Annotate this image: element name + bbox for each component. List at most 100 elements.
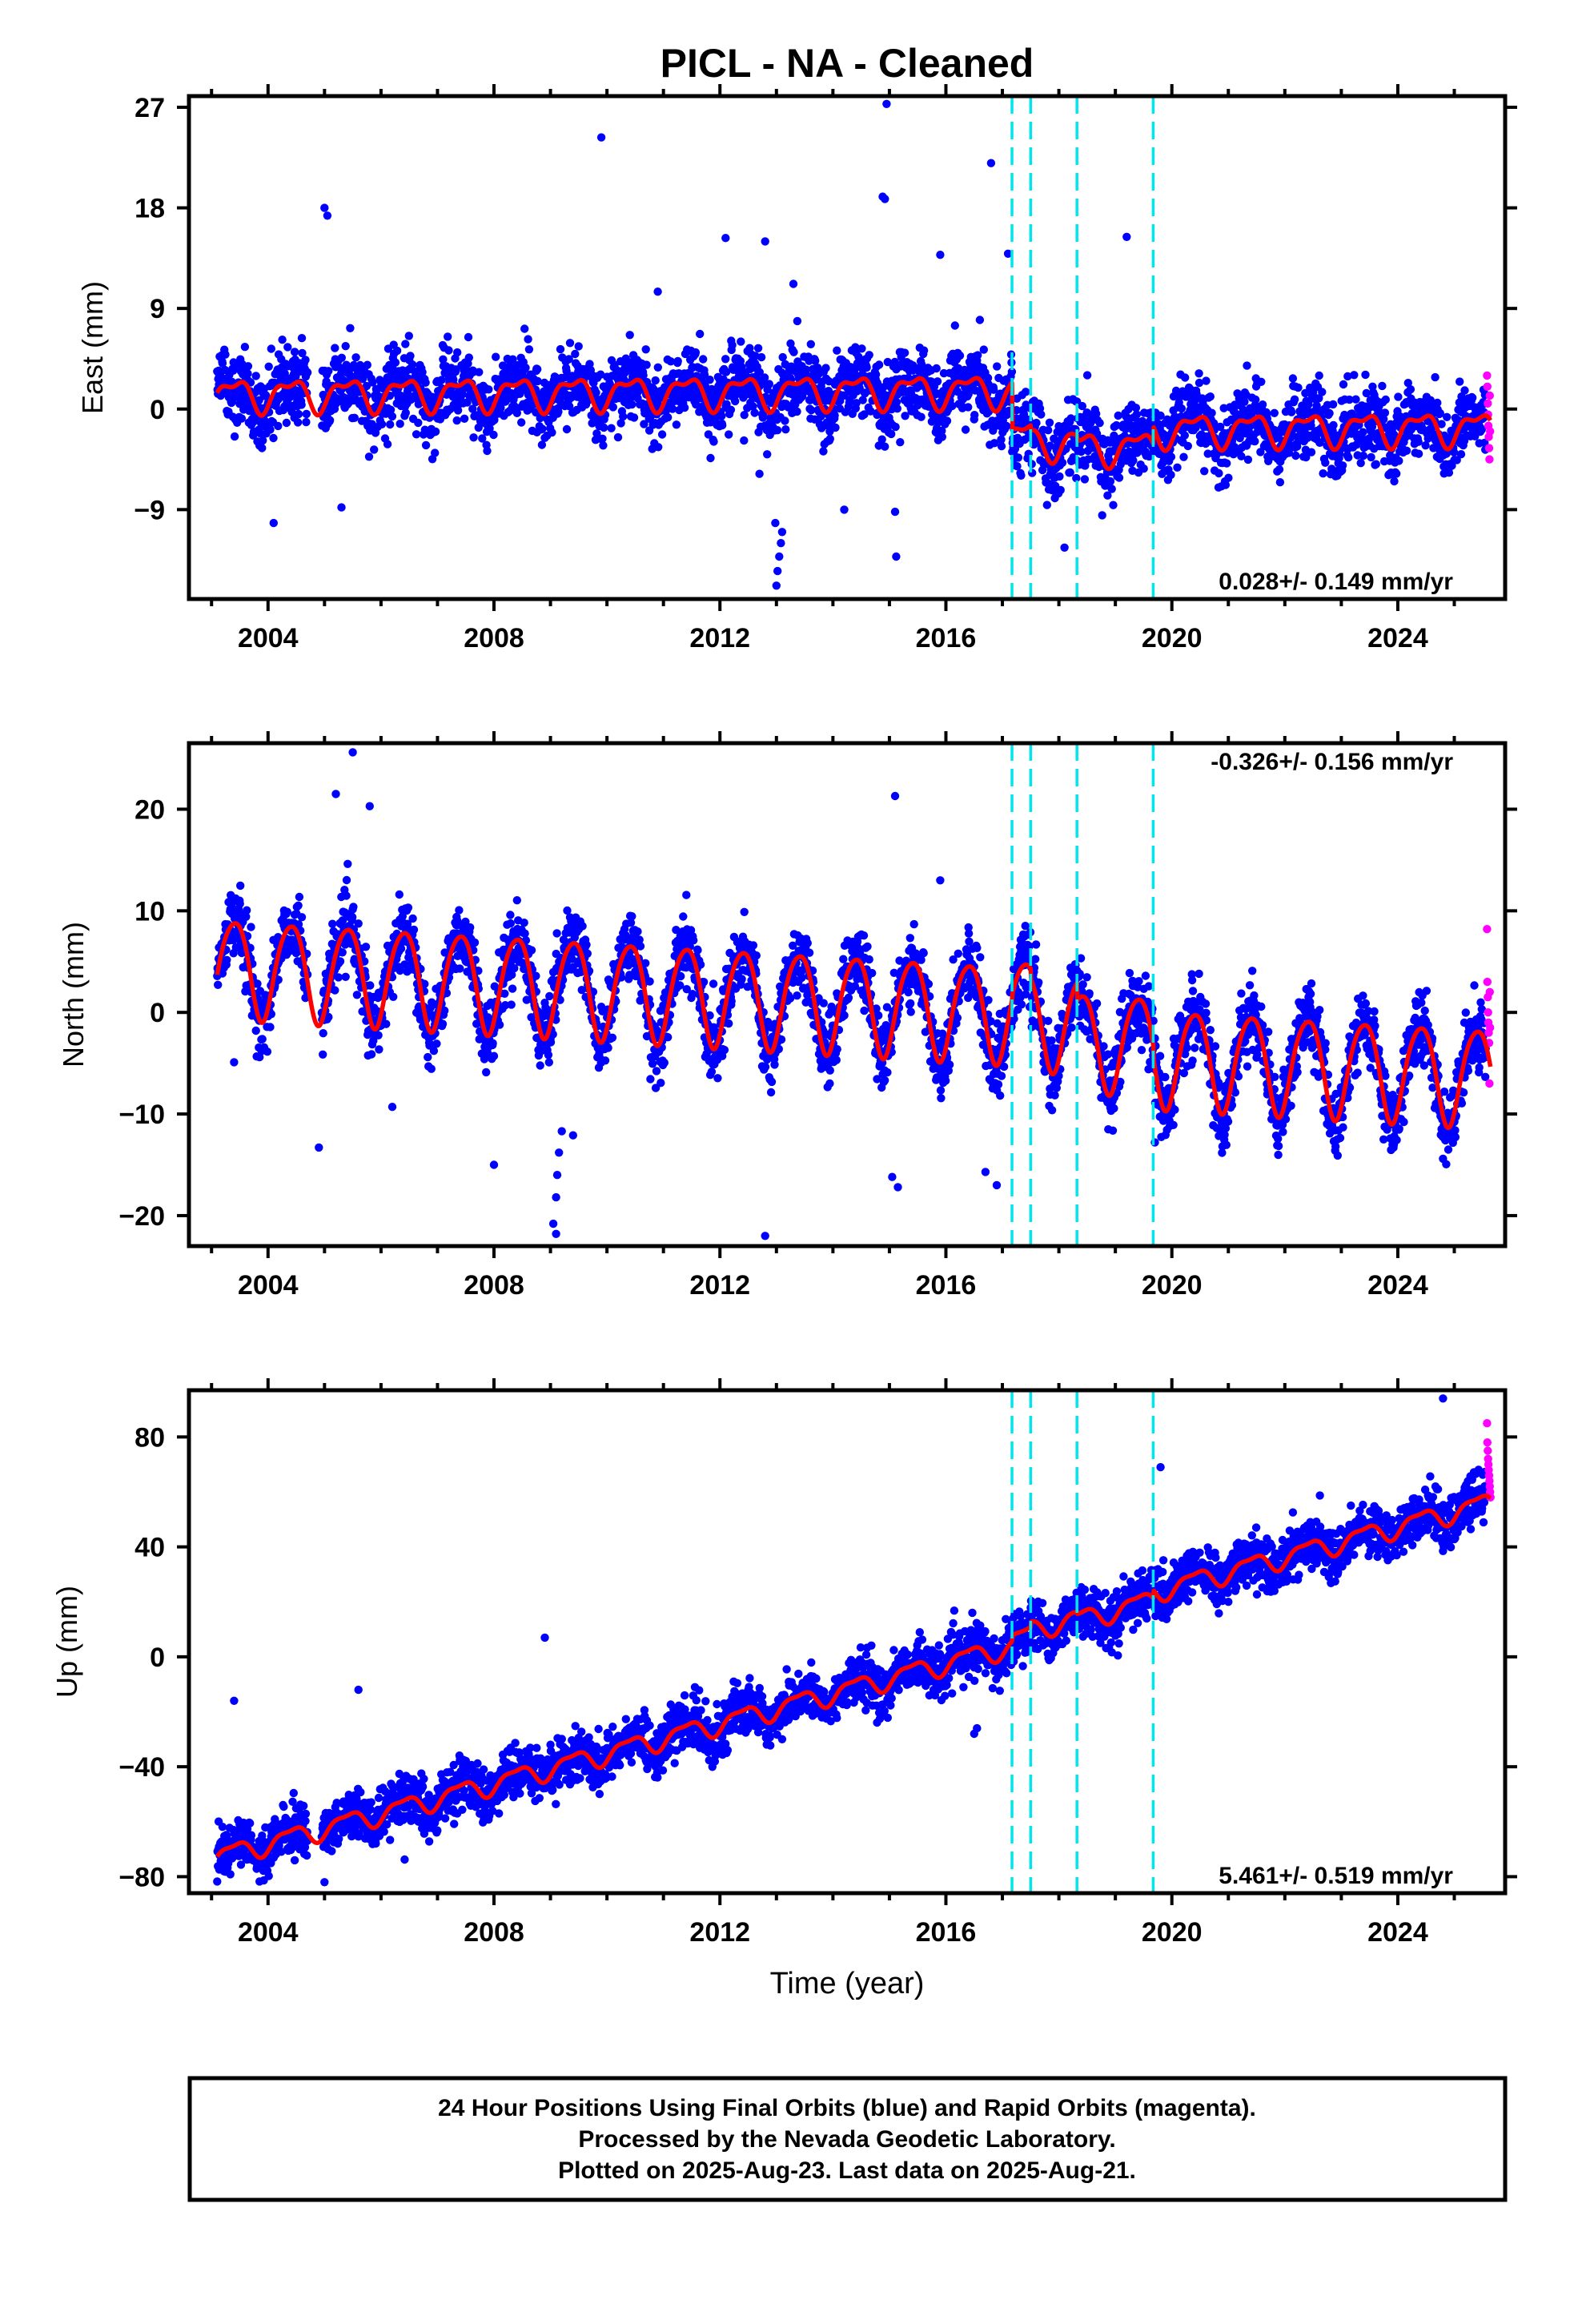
east-final-point: [521, 364, 530, 372]
east-final-point: [1022, 388, 1030, 396]
east-final-point: [1338, 461, 1347, 470]
north-final-point: [214, 980, 223, 990]
east-final-point: [616, 419, 625, 428]
east-final-point: [221, 350, 230, 359]
east-final-point: [258, 444, 267, 452]
east-final-point: [750, 408, 759, 417]
east-final-point: [1319, 469, 1327, 478]
east-final-point: [496, 404, 505, 412]
east-final-point: [706, 453, 715, 463]
east-final-point: [950, 321, 960, 330]
north-final-point: [408, 914, 417, 923]
east-rapid-point: [1485, 455, 1494, 464]
east-final-point: [891, 422, 900, 432]
east-final-point: [468, 404, 477, 413]
north-final-point: [409, 925, 419, 935]
east-final-point: [370, 445, 379, 454]
east-final-point: [1359, 428, 1367, 436]
east-final-point: [283, 343, 292, 352]
east-final-point: [537, 440, 547, 449]
east-final-point: [556, 344, 565, 354]
east-final-point: [639, 371, 648, 380]
east-final-point: [297, 400, 306, 409]
east-final-point: [781, 425, 790, 434]
east-final-point: [745, 344, 754, 352]
east-final-point: [297, 334, 307, 343]
north-final-point: [266, 1023, 275, 1031]
east-final-point: [680, 403, 689, 412]
east-final-point: [474, 423, 483, 432]
east-final-point: [1371, 460, 1381, 468]
east-final-point: [1321, 458, 1330, 467]
east-outlier-point: [596, 133, 606, 142]
east-x-tick-label: 2016: [916, 623, 977, 653]
north-final-point: [583, 949, 592, 959]
east-final-point: [391, 358, 400, 367]
north-final-point: [247, 923, 255, 931]
east-y-tick-label: 27: [135, 93, 165, 123]
east-final-point: [1351, 395, 1360, 404]
east-final-point: [261, 391, 271, 400]
east-final-point: [444, 332, 452, 341]
east-final-point: [871, 370, 881, 379]
east-final-point: [664, 413, 673, 422]
north-final-point: [319, 1050, 327, 1059]
east-final-point: [1223, 459, 1231, 468]
east-final-point: [1350, 371, 1359, 380]
east-final-point: [489, 430, 498, 440]
east-final-point: [1325, 408, 1334, 418]
east-rapid-point: [1483, 371, 1492, 380]
east-final-point: [1315, 371, 1323, 380]
east-y-tick-label: 9: [150, 294, 165, 324]
east-final-point: [1258, 400, 1267, 409]
east-final-point: [740, 411, 749, 420]
north-final-point: [506, 919, 515, 928]
east-final-point: [718, 420, 727, 430]
east-final-point: [1257, 377, 1266, 386]
east-final-point: [673, 356, 682, 366]
east-outlier-point: [771, 518, 780, 528]
east-final-point: [421, 378, 430, 387]
east-final-point: [745, 364, 755, 374]
east-final-point: [1245, 422, 1254, 432]
east-final-point: [302, 417, 311, 427]
east-final-point: [717, 412, 726, 420]
east-final-point: [709, 437, 718, 446]
east-final-point: [793, 316, 802, 326]
east-final-point: [230, 432, 239, 441]
east-final-point: [1275, 465, 1284, 474]
north-final-point: [427, 1064, 436, 1073]
east-final-point: [293, 418, 303, 427]
east-final-point: [444, 346, 453, 355]
east-outlier-point: [890, 507, 900, 517]
east-final-point: [538, 424, 547, 433]
north-final-point: [506, 911, 515, 919]
north-final-point: [578, 922, 587, 931]
east-outlier-point: [773, 566, 782, 576]
north-final-point: [455, 906, 464, 915]
north-final-point: [646, 1075, 655, 1084]
east-final-point: [478, 434, 487, 443]
east-final-point: [749, 402, 757, 411]
north-final-point: [335, 957, 345, 966]
east-final-point: [728, 340, 737, 350]
east-x-tick-label: 2008: [464, 623, 524, 653]
east-outlier-point: [840, 505, 849, 514]
east-final-point: [811, 356, 820, 365]
east-final-point: [386, 420, 395, 429]
east-final-point: [1395, 456, 1403, 465]
east-final-point: [964, 403, 973, 412]
east-final-point: [533, 376, 542, 386]
north-final-point: [432, 1039, 441, 1048]
east-final-point: [613, 432, 623, 442]
east-final-point: [1339, 380, 1348, 389]
east-final-point: [1177, 404, 1186, 413]
east-final-point: [458, 390, 468, 399]
east-final-point: [282, 418, 291, 428]
east-final-point: [469, 433, 478, 442]
north-final-point: [235, 899, 244, 908]
east-final-point: [377, 420, 387, 428]
east-final-point: [302, 409, 311, 419]
east-final-point: [341, 342, 350, 351]
